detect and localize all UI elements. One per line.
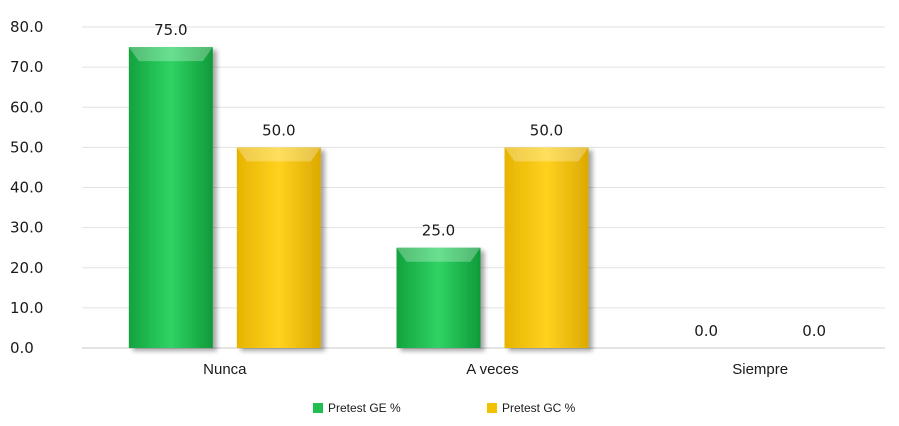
legend-swatch bbox=[313, 403, 323, 413]
bar-gc-0 bbox=[236, 147, 321, 348]
bar-ge-0 bbox=[128, 47, 213, 348]
y-tick-label: 20.0 bbox=[10, 259, 43, 277]
y-tick-label: 50.0 bbox=[10, 138, 43, 156]
category-label: A veces bbox=[466, 361, 519, 378]
bar-ge-1 bbox=[396, 247, 481, 348]
y-tick-label: 70.0 bbox=[10, 58, 43, 76]
legend: Pretest GE % Pretest GC % bbox=[313, 401, 576, 415]
y-tick-label: 10.0 bbox=[10, 299, 43, 317]
bar-bevel bbox=[504, 147, 589, 162]
y-tick-label: 80.0 bbox=[10, 18, 43, 36]
legend-swatch bbox=[487, 403, 497, 413]
category-label: Nunca bbox=[203, 361, 247, 378]
bar-bevel bbox=[236, 147, 321, 162]
bars bbox=[128, 47, 589, 348]
bar-bevel bbox=[396, 247, 481, 262]
legend-label: Pretest GE % bbox=[328, 401, 401, 415]
data-label: 25.0 bbox=[422, 222, 455, 240]
bar-gc-1 bbox=[504, 147, 589, 348]
data-label: 0.0 bbox=[802, 322, 826, 340]
y-tick-label: 40.0 bbox=[10, 179, 43, 197]
data-label: 75.0 bbox=[154, 21, 187, 39]
y-axis: 0.0 10.0 20.0 30.0 40.0 50.0 60.0 70.0 80.0 bbox=[10, 18, 43, 357]
x-axis: Nunca A veces Siempre bbox=[203, 361, 788, 378]
data-labels: 75.0 50.0 25.0 50.0 0.0 0.0 bbox=[154, 21, 826, 340]
bar-bevel bbox=[128, 47, 213, 62]
data-label: 0.0 bbox=[694, 322, 718, 340]
gridlines bbox=[82, 26, 885, 349]
legend-label: Pretest GC % bbox=[502, 401, 576, 415]
data-label: 50.0 bbox=[530, 121, 563, 139]
category-label: Siempre bbox=[732, 361, 788, 378]
data-label: 50.0 bbox=[262, 121, 295, 139]
y-tick-label: 0.0 bbox=[10, 339, 34, 357]
y-tick-label: 30.0 bbox=[10, 219, 43, 237]
y-tick-label: 60.0 bbox=[10, 98, 43, 116]
